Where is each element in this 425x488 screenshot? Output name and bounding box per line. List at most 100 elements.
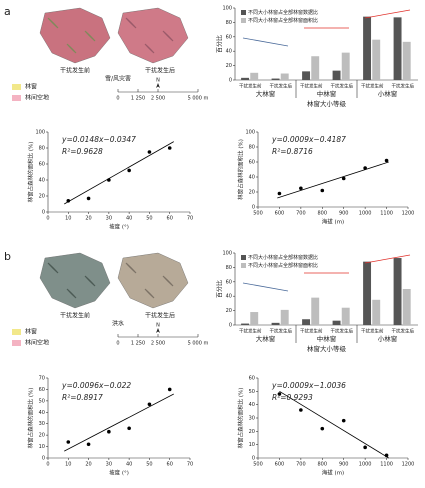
y-axis-label: 林窗占森林的面积比 (%)	[237, 139, 245, 200]
legend-label: 不同大小林窗占全部林窗面积比	[248, 262, 318, 269]
bar	[241, 77, 250, 80]
x-tick-label: 70	[187, 216, 193, 222]
legend-swatch	[12, 329, 21, 335]
group-label: 中林窗	[317, 334, 337, 343]
x-tick-label: 700	[296, 462, 306, 468]
y-tick-label: 100	[222, 6, 232, 12]
y-tick-label: 0	[229, 323, 232, 329]
y-tick-label: 10	[249, 442, 255, 448]
north-label: N	[156, 323, 160, 329]
bar	[372, 39, 381, 80]
point	[299, 408, 303, 412]
equation: y=0.0148x−0.0347	[61, 135, 136, 144]
map-texture	[88, 34, 96, 42]
bar	[311, 297, 320, 325]
trend-arrow	[242, 37, 289, 47]
y-tick-label: 40	[249, 175, 255, 181]
group-label: 小林窗	[378, 334, 398, 343]
y-tick-label: 80	[226, 20, 232, 26]
x-tick-label: 900	[339, 462, 349, 468]
point	[147, 150, 152, 154]
point	[66, 440, 71, 444]
point	[384, 453, 389, 458]
north-arrow	[156, 328, 160, 333]
scale-label: 5 000 m	[188, 96, 209, 102]
scale-label: 1 250	[131, 341, 145, 347]
scale-label: 0	[116, 96, 119, 102]
x-axis-label: 林窗大小等级	[307, 99, 347, 108]
y-tick-label: 60	[226, 34, 232, 40]
group-label: 中林窗	[317, 89, 337, 98]
equation: y=0.0009x−0.4187	[271, 135, 346, 144]
point	[299, 186, 303, 191]
y-tick-label: 0	[42, 210, 45, 216]
x-tick-label: 500	[253, 211, 263, 217]
bar	[332, 70, 341, 80]
bar	[241, 323, 250, 325]
x-tick-label: 60	[167, 216, 173, 222]
x-tick-label: 600	[275, 211, 285, 217]
y-axis-label: 林窗占森林的面积比 (%)	[27, 388, 35, 449]
y-tick-label: 100	[35, 130, 45, 136]
x-tick-label: 30	[106, 216, 112, 222]
legend-swatch	[241, 10, 246, 15]
y-tick-label: 40	[249, 402, 255, 408]
x-tick-label: 500	[253, 462, 263, 468]
x-tick-label: 干扰发生后	[331, 328, 354, 335]
point	[167, 146, 172, 150]
x-tick-label: 50	[146, 462, 152, 468]
r-squared: R²=0.9628	[62, 147, 103, 156]
panel-label: a	[4, 5, 11, 18]
x-tick-label: 800	[318, 462, 328, 468]
y-tick-label: 20	[39, 433, 45, 439]
y-tick-label: 20	[249, 429, 255, 435]
x-tick-label: 30	[106, 462, 112, 468]
point	[277, 191, 282, 196]
group-label: 大林窗	[256, 334, 276, 343]
map-caption: 干扰发生前	[60, 312, 90, 320]
legend-label: 林间空地	[25, 339, 49, 347]
map-texture	[129, 266, 137, 274]
map-texture	[69, 46, 77, 54]
legend-label: 不同大小林窗占全部林窗数据比	[248, 254, 318, 261]
bar	[332, 320, 341, 325]
y-tick-label: 30	[39, 421, 45, 427]
y-axis-label: 百分比	[216, 280, 224, 298]
trend-line	[64, 141, 174, 205]
bar	[363, 261, 372, 325]
north-arrow	[156, 83, 160, 88]
point	[320, 426, 325, 431]
y-tick-label: 60	[39, 387, 45, 393]
bar	[271, 322, 280, 325]
point	[147, 402, 152, 407]
x-axis-label: 海拔 (m)	[322, 218, 344, 226]
y-tick-label: 10	[39, 444, 45, 450]
map-caption: 洪水	[112, 320, 124, 328]
bar	[341, 307, 350, 325]
trend-line	[277, 161, 389, 199]
y-tick-label: 0	[252, 456, 255, 462]
panel-label: b	[4, 250, 11, 263]
y-tick-label: 60	[249, 376, 255, 382]
x-tick-label: 0	[46, 216, 49, 222]
bar	[302, 71, 311, 80]
legend-label: 不同大小林窗占全部林窗数据比	[248, 9, 318, 16]
x-tick-label: 700	[296, 211, 306, 217]
r-squared: R²=0.8917	[62, 393, 103, 402]
y-tick-label: 20	[249, 190, 255, 196]
point	[107, 178, 111, 182]
group-label: 小林窗	[378, 89, 398, 98]
x-tick-label: 10	[65, 462, 71, 468]
legend-label: 不同大小林窗占全部林窗面积比	[248, 17, 318, 24]
map-texture	[69, 291, 77, 299]
y-tick-label: 40	[39, 178, 45, 184]
y-tick-label: 40	[39, 410, 45, 416]
legend-label: 林间空地	[25, 94, 49, 102]
bar	[280, 73, 289, 80]
x-tick-label: 干扰发生后	[270, 328, 293, 335]
x-tick-label: 1100	[380, 211, 393, 217]
x-axis-label: 坡度 (°)	[109, 469, 129, 477]
x-tick-label: 1000	[359, 211, 372, 217]
r-squared: R²=0.8716	[272, 147, 313, 156]
bar	[363, 16, 372, 80]
